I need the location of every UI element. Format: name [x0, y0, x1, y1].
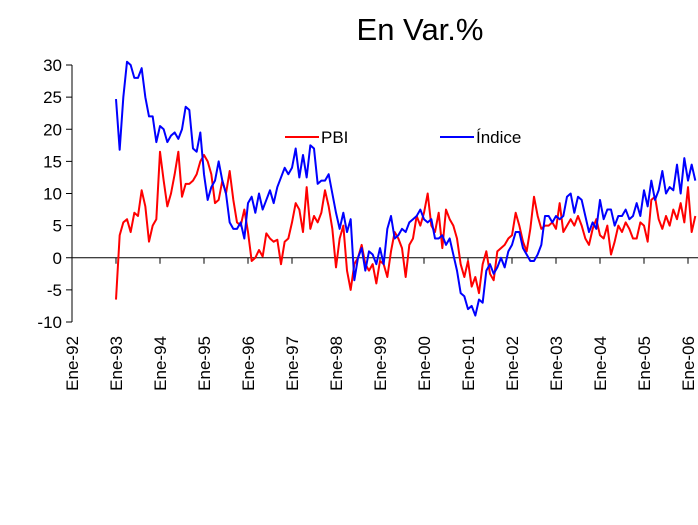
x-tick-label: Ene-06	[679, 336, 698, 391]
y-tick-label: 30	[43, 56, 62, 75]
x-tick-label: Ene-92	[63, 336, 82, 391]
x-tick-label: Ene-96	[239, 336, 258, 391]
series-line	[115, 60, 697, 317]
x-tick-label: Ene-97	[283, 336, 302, 391]
x-tick-label: Ene-98	[327, 336, 346, 391]
y-tick-label: 25	[43, 88, 62, 107]
x-tick-label: Ene-05	[635, 336, 654, 391]
y-tick-label: 0	[53, 249, 62, 268]
series-line	[115, 150, 697, 300]
x-tick-label: Ene-00	[415, 336, 434, 391]
y-tick-label: 20	[43, 120, 62, 139]
x-tick-label: Ene-02	[503, 336, 522, 391]
legend-label: Índice	[476, 128, 521, 147]
y-tick-label: 5	[53, 217, 62, 236]
x-tick-label: Ene-99	[371, 336, 390, 391]
x-tick-label: Ene-04	[591, 336, 610, 391]
x-tick-label: Ene-94	[151, 336, 170, 391]
x-tick-label: Ene-93	[107, 336, 126, 391]
legend-label: PBI	[321, 128, 348, 147]
chart-title: En Var.%	[357, 12, 484, 47]
y-tick-label: 10	[43, 185, 62, 204]
x-tick-label: Ene-95	[195, 336, 214, 391]
y-tick-label: -5	[47, 281, 62, 300]
y-tick-label: -10	[37, 313, 62, 332]
x-tick-label: Ene-01	[459, 336, 478, 391]
x-tick-label: Ene-03	[547, 336, 566, 391]
y-tick-label: 15	[43, 152, 62, 171]
